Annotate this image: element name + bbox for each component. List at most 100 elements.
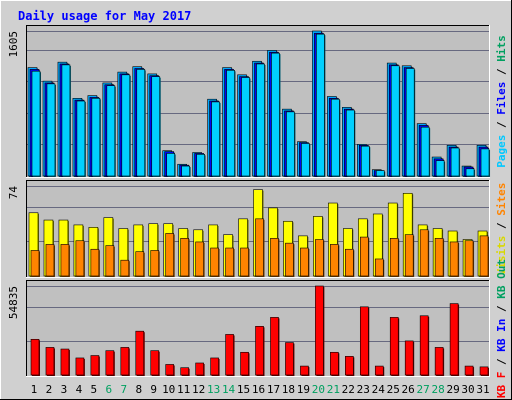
x-tick-labels: 1 2 3 4 5 6 7 8 9 10 11 12 13 14 15 16 17 18 19 20 21 22 23 24 2… [31,383,490,396]
sites-bar [464,240,474,277]
kb-panel-legend-part: KB In [495,319,508,352]
kb-bar [30,338,40,376]
x-tick-label: 17 [267,383,280,396]
x-tick-label: 18 [282,383,295,396]
kb-bar [300,365,309,376]
kb-panel-legend-part: / [495,352,508,372]
pages-bar [480,148,490,177]
x-tick-label: 9 [150,383,157,396]
sites-bar [225,247,234,277]
pages-bar [166,153,176,177]
x-tick-label: 11 [177,383,190,396]
kb-bar [479,366,489,376]
sites-bar [30,250,40,277]
x-tick-label: 24 [372,383,386,396]
kb-bar [270,317,279,376]
sites-bar [285,242,294,277]
hits-panel-legend-part: / [495,115,508,135]
hits-panel-legend-part: Hits [495,35,508,62]
pages-bar [76,100,86,177]
x-tick-label: 21 [327,383,340,396]
pages-bar [181,165,190,177]
kb-bar [449,303,459,376]
pages-bar [286,111,295,177]
sites-bar [90,248,100,277]
sites-bar [240,247,249,277]
x-tick-label: 16 [252,383,265,396]
hits-panel-ymax-label: 1605 [7,31,20,58]
pages-bar [106,85,116,177]
pages-bar [301,143,310,177]
pages-bar [211,101,220,177]
sites-bar [345,248,354,277]
kb-bar [285,342,294,376]
pages-bar [331,98,340,177]
kb-bar [225,334,234,376]
x-tick-label: 29 [446,383,459,396]
sites-bar [150,250,160,277]
pages-bar [375,170,385,177]
pages-bar [316,33,325,177]
pages-bar [151,76,161,177]
kb-bar [75,357,85,376]
x-tick-label: 19 [297,383,310,396]
kb-bar [195,362,204,376]
pages-bar [390,65,400,177]
chart-title: Daily usage for May 2017 [18,9,191,23]
pages-bar [465,168,475,177]
pages-bar [405,68,415,177]
kb-bar [105,350,115,376]
x-tick-label: 27 [417,383,430,396]
visits-panel-legend-part: Sites [495,183,508,216]
kb-panel-ymax-label: 54835 [7,286,20,319]
sites-bar [330,244,339,277]
kb-bar [240,351,249,376]
sites-bar [105,245,115,277]
pages-bar [46,83,56,177]
sites-bar [449,241,459,277]
x-tick-label: 25 [387,383,400,396]
sites-bar [255,218,264,277]
pages-bar [196,154,205,177]
x-tick-label: 6 [106,383,113,396]
pages-bar [360,145,370,177]
x-tick-label: 26 [402,383,415,396]
kb-bar [374,365,384,376]
hits-panel-legend-part: / [495,62,508,82]
x-tick-label: 23 [357,383,370,396]
x-tick-label: 14 [222,383,236,396]
kb-bar [180,367,189,376]
x-tick-label: 30 [461,383,474,396]
kb-bar [255,326,264,376]
pages-bar [420,126,430,177]
x-tick-label: 13 [207,383,220,396]
sites-bar [195,241,204,277]
pages-bar [450,147,460,177]
pages-bar [31,70,41,177]
x-tick-label: 3 [61,383,68,396]
sites-bar [434,237,444,277]
kb-bar [150,350,160,376]
sites-bar [479,235,489,277]
x-tick-label: 12 [192,383,205,396]
sites-bar [120,259,130,277]
hits-panel: 1605 Pages / Files / Hits [7,25,508,178]
pages-bar [435,160,445,177]
kb-bar [330,351,339,376]
kb-bar [135,330,145,376]
kb-bar [315,285,324,376]
x-tick-label: 4 [76,383,83,396]
sites-bar [404,234,414,277]
kb-bar [359,306,369,376]
hits-panel-legend-part: Files [495,82,508,115]
sites-bar [75,240,85,277]
x-tick-label: 8 [135,383,142,396]
sites-bar [270,237,279,277]
pages-bar [91,98,101,177]
sites-bar [374,258,384,277]
x-tick-label: 2 [46,383,53,396]
kb-panel-legend-part: KB Out [495,259,508,299]
sites-bar [45,244,55,277]
kb-bar [165,364,175,376]
